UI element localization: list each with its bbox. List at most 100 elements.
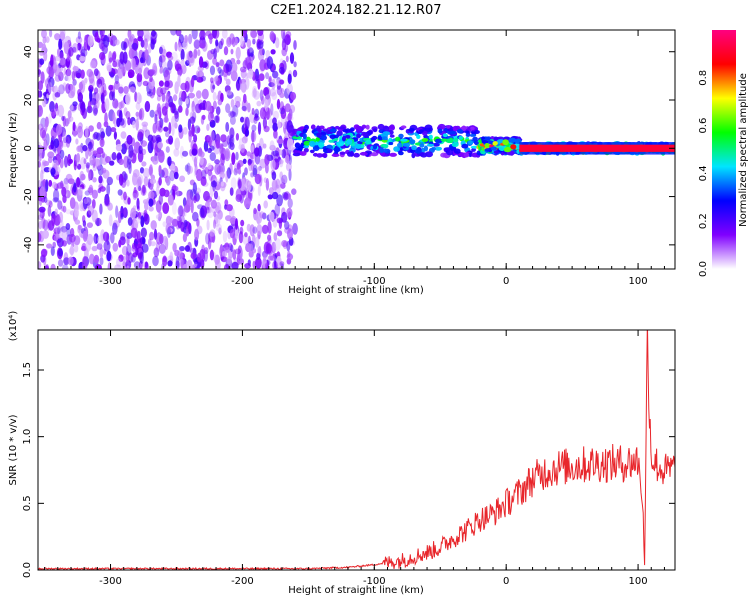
spectrogram-cell-0-171 [270, 158, 276, 171]
spectrogram-cell-0-530 [92, 177, 97, 183]
spectrogram-frame [37, 29, 676, 270]
spectrogram-cell-0-1575 [142, 243, 149, 253]
spectrogram-cell-0-1667 [93, 107, 99, 115]
spectrogram-cell-0-1674 [87, 205, 94, 216]
spectrogram-cell-0-1219 [143, 38, 148, 50]
spectrogram-cell-0-187 [180, 48, 185, 61]
spectrogram-cell-0-946 [38, 161, 41, 168]
spectrogram-cell-0-1486 [118, 84, 124, 97]
spectrogram-cell-2-406 [490, 146, 497, 151]
spectrogram-cell-0-1027 [270, 103, 274, 116]
spectrogram-cell-0-1358 [240, 81, 247, 93]
spectrogram-cell-0-579 [106, 64, 112, 73]
spectrogram-cell-0-715 [135, 92, 142, 105]
spectrogram-cell-0-1280 [91, 189, 98, 199]
colorbar-gradient [712, 30, 736, 269]
spectrogram-cell-0-1287 [254, 68, 260, 82]
spectrogram-cell-0-1549 [136, 179, 142, 191]
spectrogram-cell-0-1372 [132, 172, 138, 186]
spectrogram-cell-0-1057 [288, 168, 292, 181]
spectrogram-cell-0-799 [285, 36, 291, 46]
spectrogram-cell-0-1170 [162, 255, 168, 267]
x-tick-label-4: 100 [629, 276, 648, 287]
spectrogram-cell-0-826 [93, 254, 100, 264]
spectrogram-cell-0-1644 [151, 155, 159, 165]
spectrogram-cell-0-568 [276, 98, 281, 110]
spectrogram-cell-0-1205 [85, 162, 90, 169]
spectrogram-cell-0-1333 [87, 100, 92, 113]
spectrogram-cell-0-675 [229, 111, 237, 117]
spectrogram-cell-0-1528 [279, 261, 285, 267]
spectrogram-cell-0-293 [53, 227, 61, 235]
spectrogram-cell-0-1274 [205, 30, 212, 37]
spectrogram-cell-0-265 [220, 38, 224, 46]
spectrogram-cell-0-989 [42, 219, 49, 231]
spectrogram-cell-0-204 [249, 224, 255, 237]
spectrogram-cell-0-1543 [102, 231, 110, 242]
spectrogram-cell-0-942 [168, 135, 174, 145]
spectrogram-cell-0-888 [214, 163, 221, 175]
spectrogram-cell-0-205 [250, 172, 255, 178]
spectrogram-cell-0-633 [235, 100, 241, 108]
spectrogram-cell-0-933 [56, 237, 64, 248]
spectrogram-cell-2-410 [510, 144, 517, 150]
spectrogram-cell-1-344 [312, 145, 320, 152]
spectrogram-cell-0-783 [161, 106, 168, 116]
spectrogram-cell-0-259 [230, 177, 237, 190]
spectrogram-cell-0-1478 [88, 253, 95, 265]
spectrogram-cell-0-1559 [271, 171, 277, 181]
spectrogram-cell-0-1199 [182, 126, 188, 135]
spectrogram-cell-0-1161 [184, 245, 191, 252]
spectrogram-cell-0-1469 [266, 154, 274, 161]
spectrogram-cell-0-789 [52, 181, 57, 189]
spectrogram-cell-0-1420 [290, 92, 297, 101]
spectrogram-cell-0-668 [195, 187, 201, 194]
spectrogram-cell-1-365 [381, 136, 388, 141]
spectrogram-cell-0-1366 [43, 160, 50, 167]
spectrogram-cell-0-1545 [194, 228, 200, 241]
spectrogram-cell-0-682 [99, 257, 104, 266]
spectrogram-cell-0-1537 [151, 30, 156, 37]
spectrogram-cell-0-1383 [287, 228, 293, 240]
spectrogram-cell-0-1524 [188, 265, 194, 269]
spectrogram-cell-0-868 [192, 211, 199, 222]
x-tick-label-1: -200 [231, 576, 254, 587]
spectrogram-cell-0-1508 [130, 227, 138, 238]
spectrogram-cell-0-246 [120, 231, 126, 241]
spectrogram-cell-0-708 [280, 30, 286, 40]
spectrogram-cell-0-1427 [140, 57, 144, 64]
spectrogram-cell-0-609 [162, 202, 170, 214]
spectrogram-cell-1-315 [425, 151, 433, 158]
spectrogram-cell-0-1476 [235, 218, 238, 230]
spectrogram-cell-0-1266 [98, 38, 104, 50]
spectrogram-cell-0-1613 [93, 68, 99, 77]
spectrogram-cell-0-736 [249, 112, 256, 124]
spectrogram-cell-1-417 [342, 129, 349, 133]
spectrogram-cell-1-311 [442, 133, 448, 138]
spectrogram-cell-0-540 [191, 123, 195, 137]
spectrogram-cell-0-761 [281, 174, 288, 185]
spectrogram-cell-1-408 [395, 136, 401, 142]
spectrogram-cell-0-165 [188, 130, 192, 143]
spectrogram-cell-0-1394 [118, 173, 124, 186]
spectrogram-cell-0-814 [141, 121, 149, 127]
spectrogram-cell-0-342 [231, 62, 238, 74]
spectrogram-cell-0-1136 [188, 50, 193, 58]
spectrogram-cell-1-281 [458, 152, 465, 157]
spectrogram-cell-0-1113 [171, 123, 175, 136]
spectrogram-cell-0-1223 [146, 91, 153, 97]
spectrogram-cell-0-795 [289, 52, 295, 64]
spectrogram-cell-1-297 [302, 133, 307, 140]
spectrogram-cell-0-1424 [101, 151, 105, 159]
spectrogram-cell-0-1488 [126, 134, 133, 145]
spectrogram-cell-0-1267 [148, 190, 155, 200]
spectrogram-cell-0-835 [168, 95, 174, 108]
spectrogram-cell-0-1561 [123, 191, 127, 201]
spectrogram-cell-0-855 [74, 208, 80, 218]
spectrogram-cell-0-191 [280, 88, 284, 94]
spectrogram-cell-0-1303 [87, 141, 93, 150]
spectrogram-cell-0-1651 [101, 167, 107, 174]
spectrogram-cell-0-1691 [67, 153, 72, 167]
spectrogram-cell-0-1123 [212, 30, 217, 39]
spectrogram-cell-1-339 [365, 124, 370, 130]
